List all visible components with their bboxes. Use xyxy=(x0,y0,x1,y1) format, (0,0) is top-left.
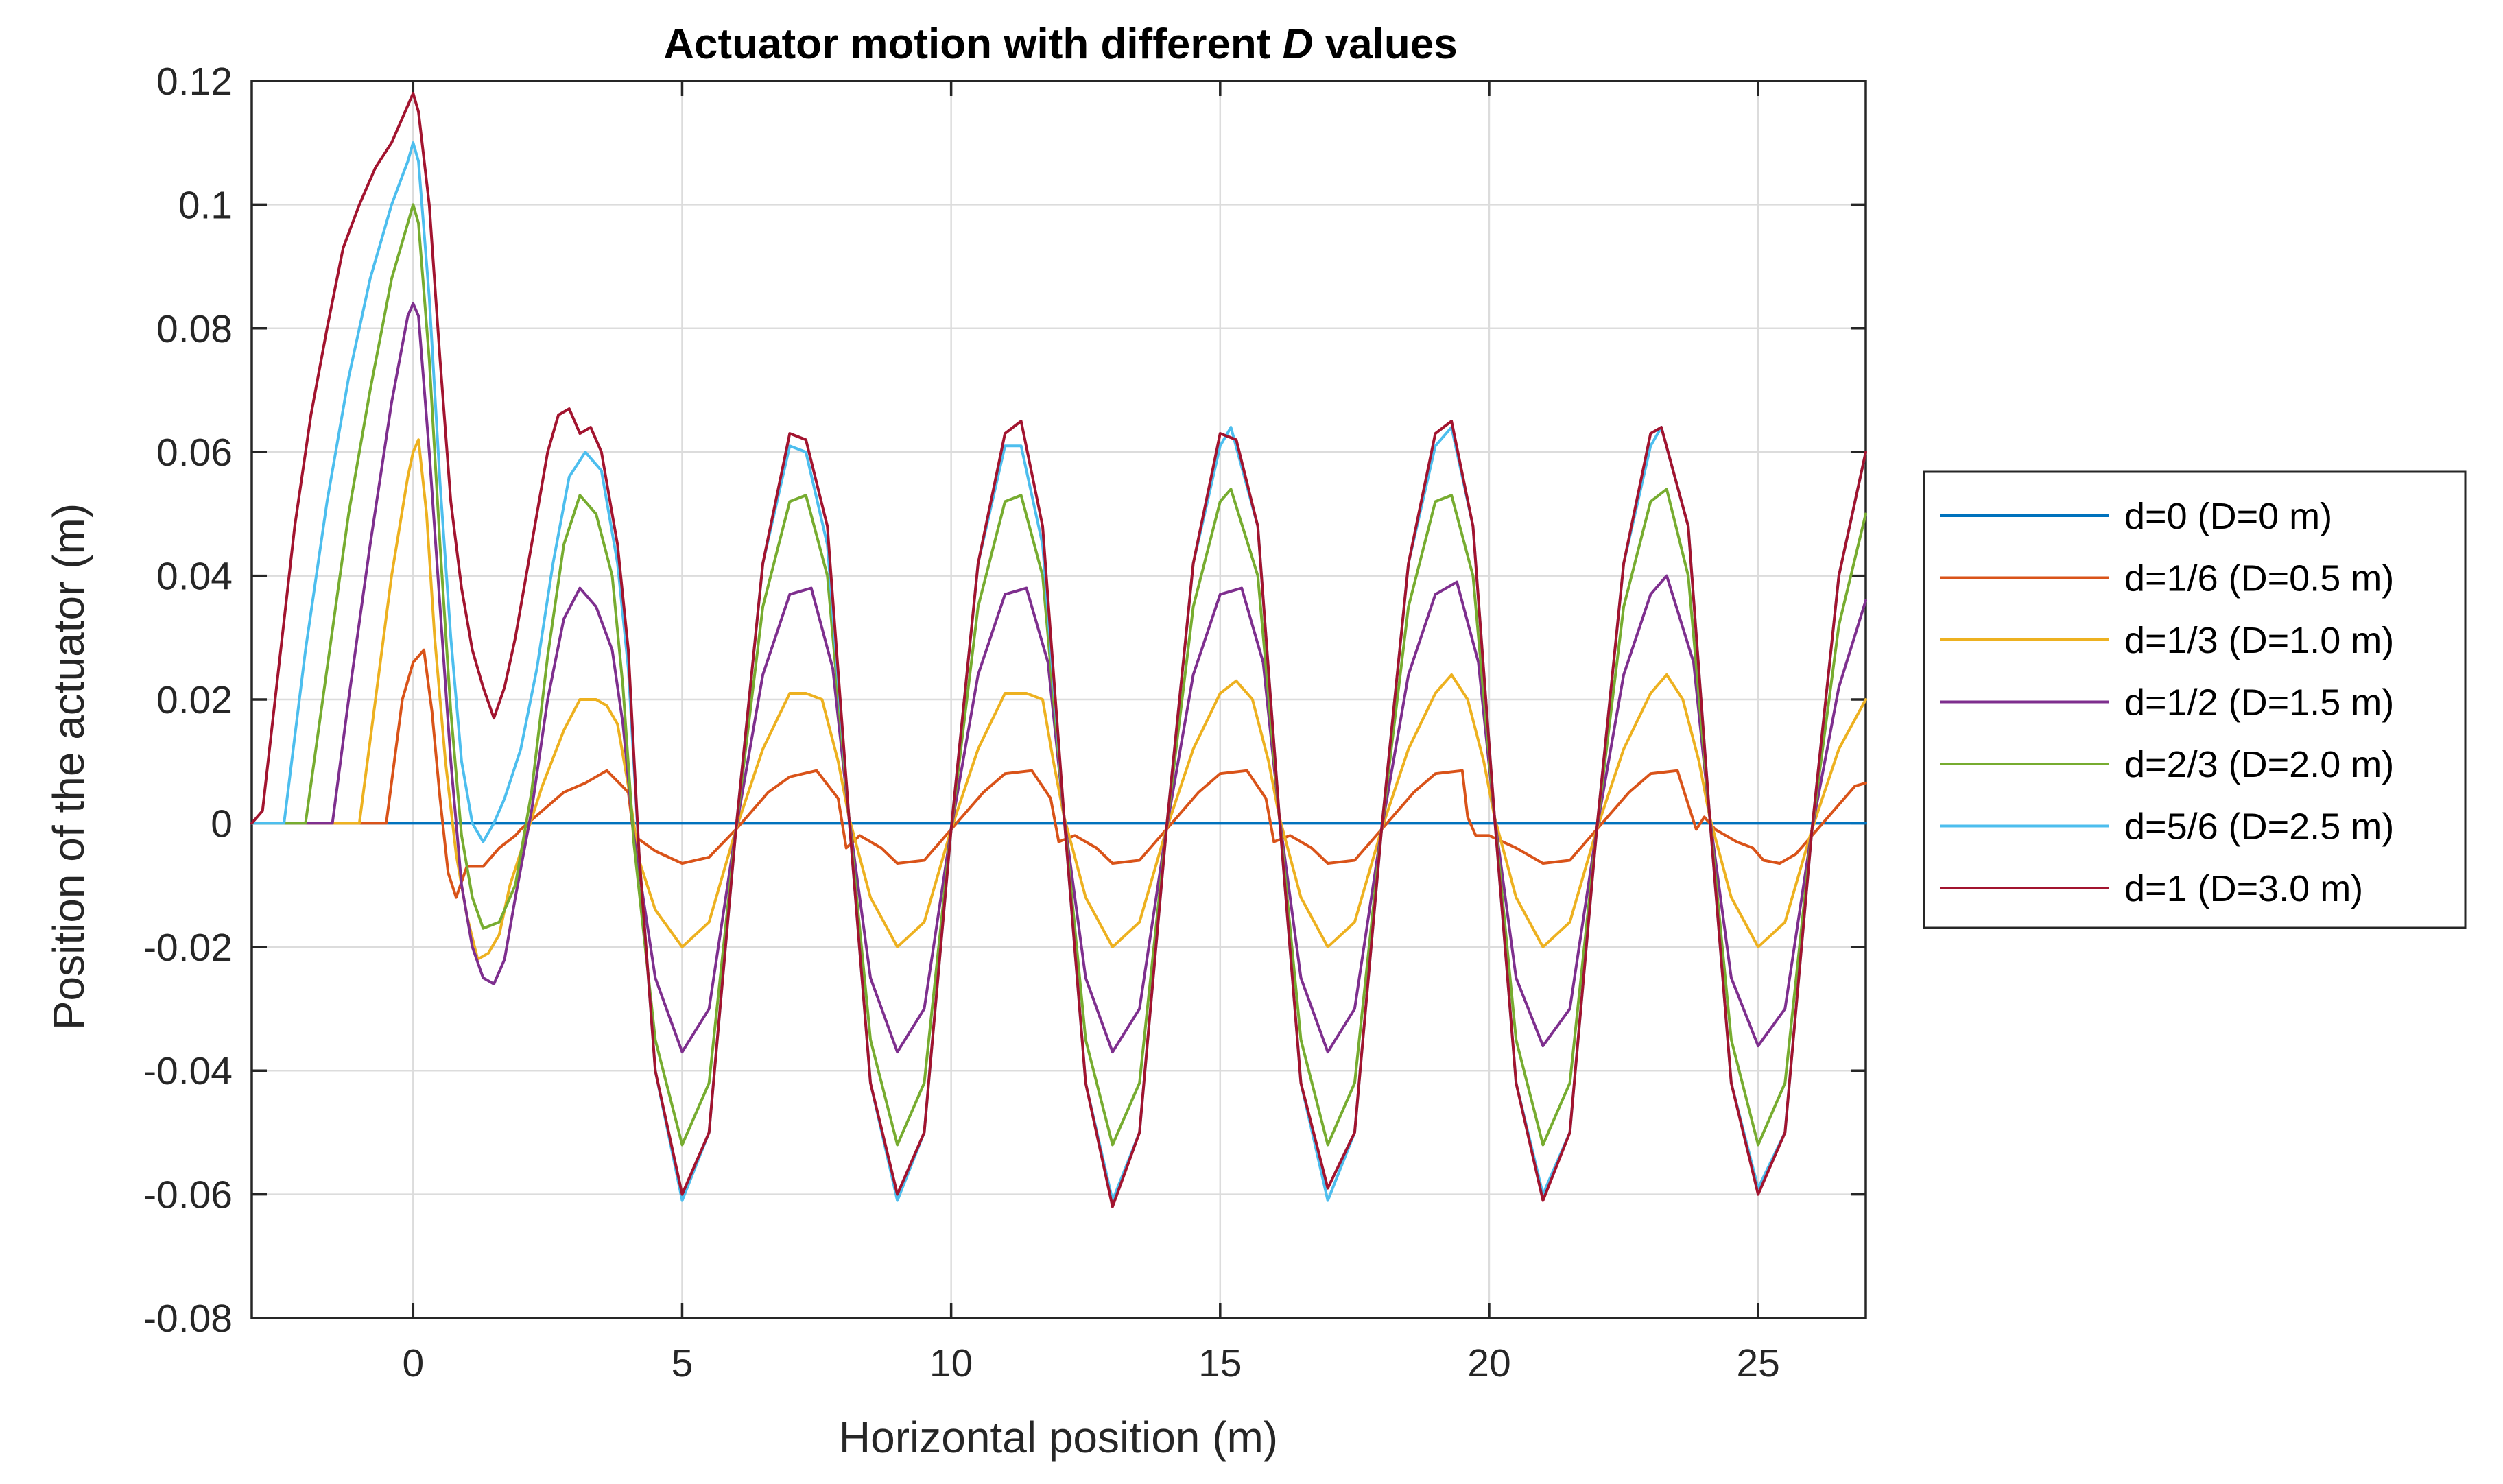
y-tick-label: 0.02 xyxy=(156,678,233,722)
legend-entry: d=1/6 (D=0.5 m) xyxy=(2124,558,2394,599)
series-group xyxy=(250,92,1867,1208)
y-tick-label: 0.12 xyxy=(156,60,233,104)
series-line xyxy=(250,302,1867,1054)
y-tick-label: -0.08 xyxy=(143,1297,233,1341)
x-tick-label: 10 xyxy=(929,1341,973,1385)
series-line xyxy=(250,438,1867,961)
legend: d=0 (D=0 m) d=1/6 (D=0.5 m) d=1/3 (D=1.0 m… xyxy=(1923,470,2467,929)
legend-entry: d=2/3 (D=2.0 m) xyxy=(2124,744,2394,785)
legend-entry: d=1 (D=3.0 m) xyxy=(2124,868,2363,909)
legend-entry: d=0 (D=0 m) xyxy=(2124,496,2332,537)
legend-entry: d=5/6 (D=2.5 m) xyxy=(2124,806,2394,848)
y-tick-label: 0.04 xyxy=(156,555,233,599)
x-tick-label: 25 xyxy=(1736,1341,1779,1385)
y-axis-label: Position of the actuator (m) xyxy=(44,503,93,1030)
y-tick-label: 0.1 xyxy=(178,183,233,227)
y-tick-label: -0.02 xyxy=(143,926,233,970)
series-line xyxy=(250,92,1867,1208)
legend-items: d=0 (D=0 m) d=1/6 (D=0.5 m) d=1/3 (D=1.0 m… xyxy=(1940,496,2394,909)
x-tick-label: 0 xyxy=(402,1341,424,1385)
legend-box xyxy=(1923,470,2467,929)
series-line xyxy=(250,203,1867,1147)
y-tick-label: 0.08 xyxy=(156,307,233,351)
x-tick-label: 5 xyxy=(672,1341,693,1385)
y-tick-label: -0.04 xyxy=(143,1049,233,1093)
y-tick-label: 0.06 xyxy=(156,431,233,475)
y-tick-label: 0 xyxy=(211,802,233,846)
x-tick-label: 20 xyxy=(1467,1341,1510,1385)
legend-entry: d=1/2 (D=1.5 m) xyxy=(2124,682,2394,723)
series-line xyxy=(250,648,1867,899)
x-tick-label: 15 xyxy=(1198,1341,1242,1385)
legend-entry: d=1/3 (D=1.0 m) xyxy=(2124,620,2394,661)
chart-title: Actuator motion with different D values xyxy=(663,21,1457,68)
y-tick-label: -0.06 xyxy=(143,1173,233,1217)
axis-ticks: 0 5 10 15 20 25 -0.08 -0.06 -0.04 -0.02 0 0.02 0.04 0… xyxy=(143,60,1866,1385)
x-axis-label: Horizontal position (m) xyxy=(839,1413,1278,1462)
